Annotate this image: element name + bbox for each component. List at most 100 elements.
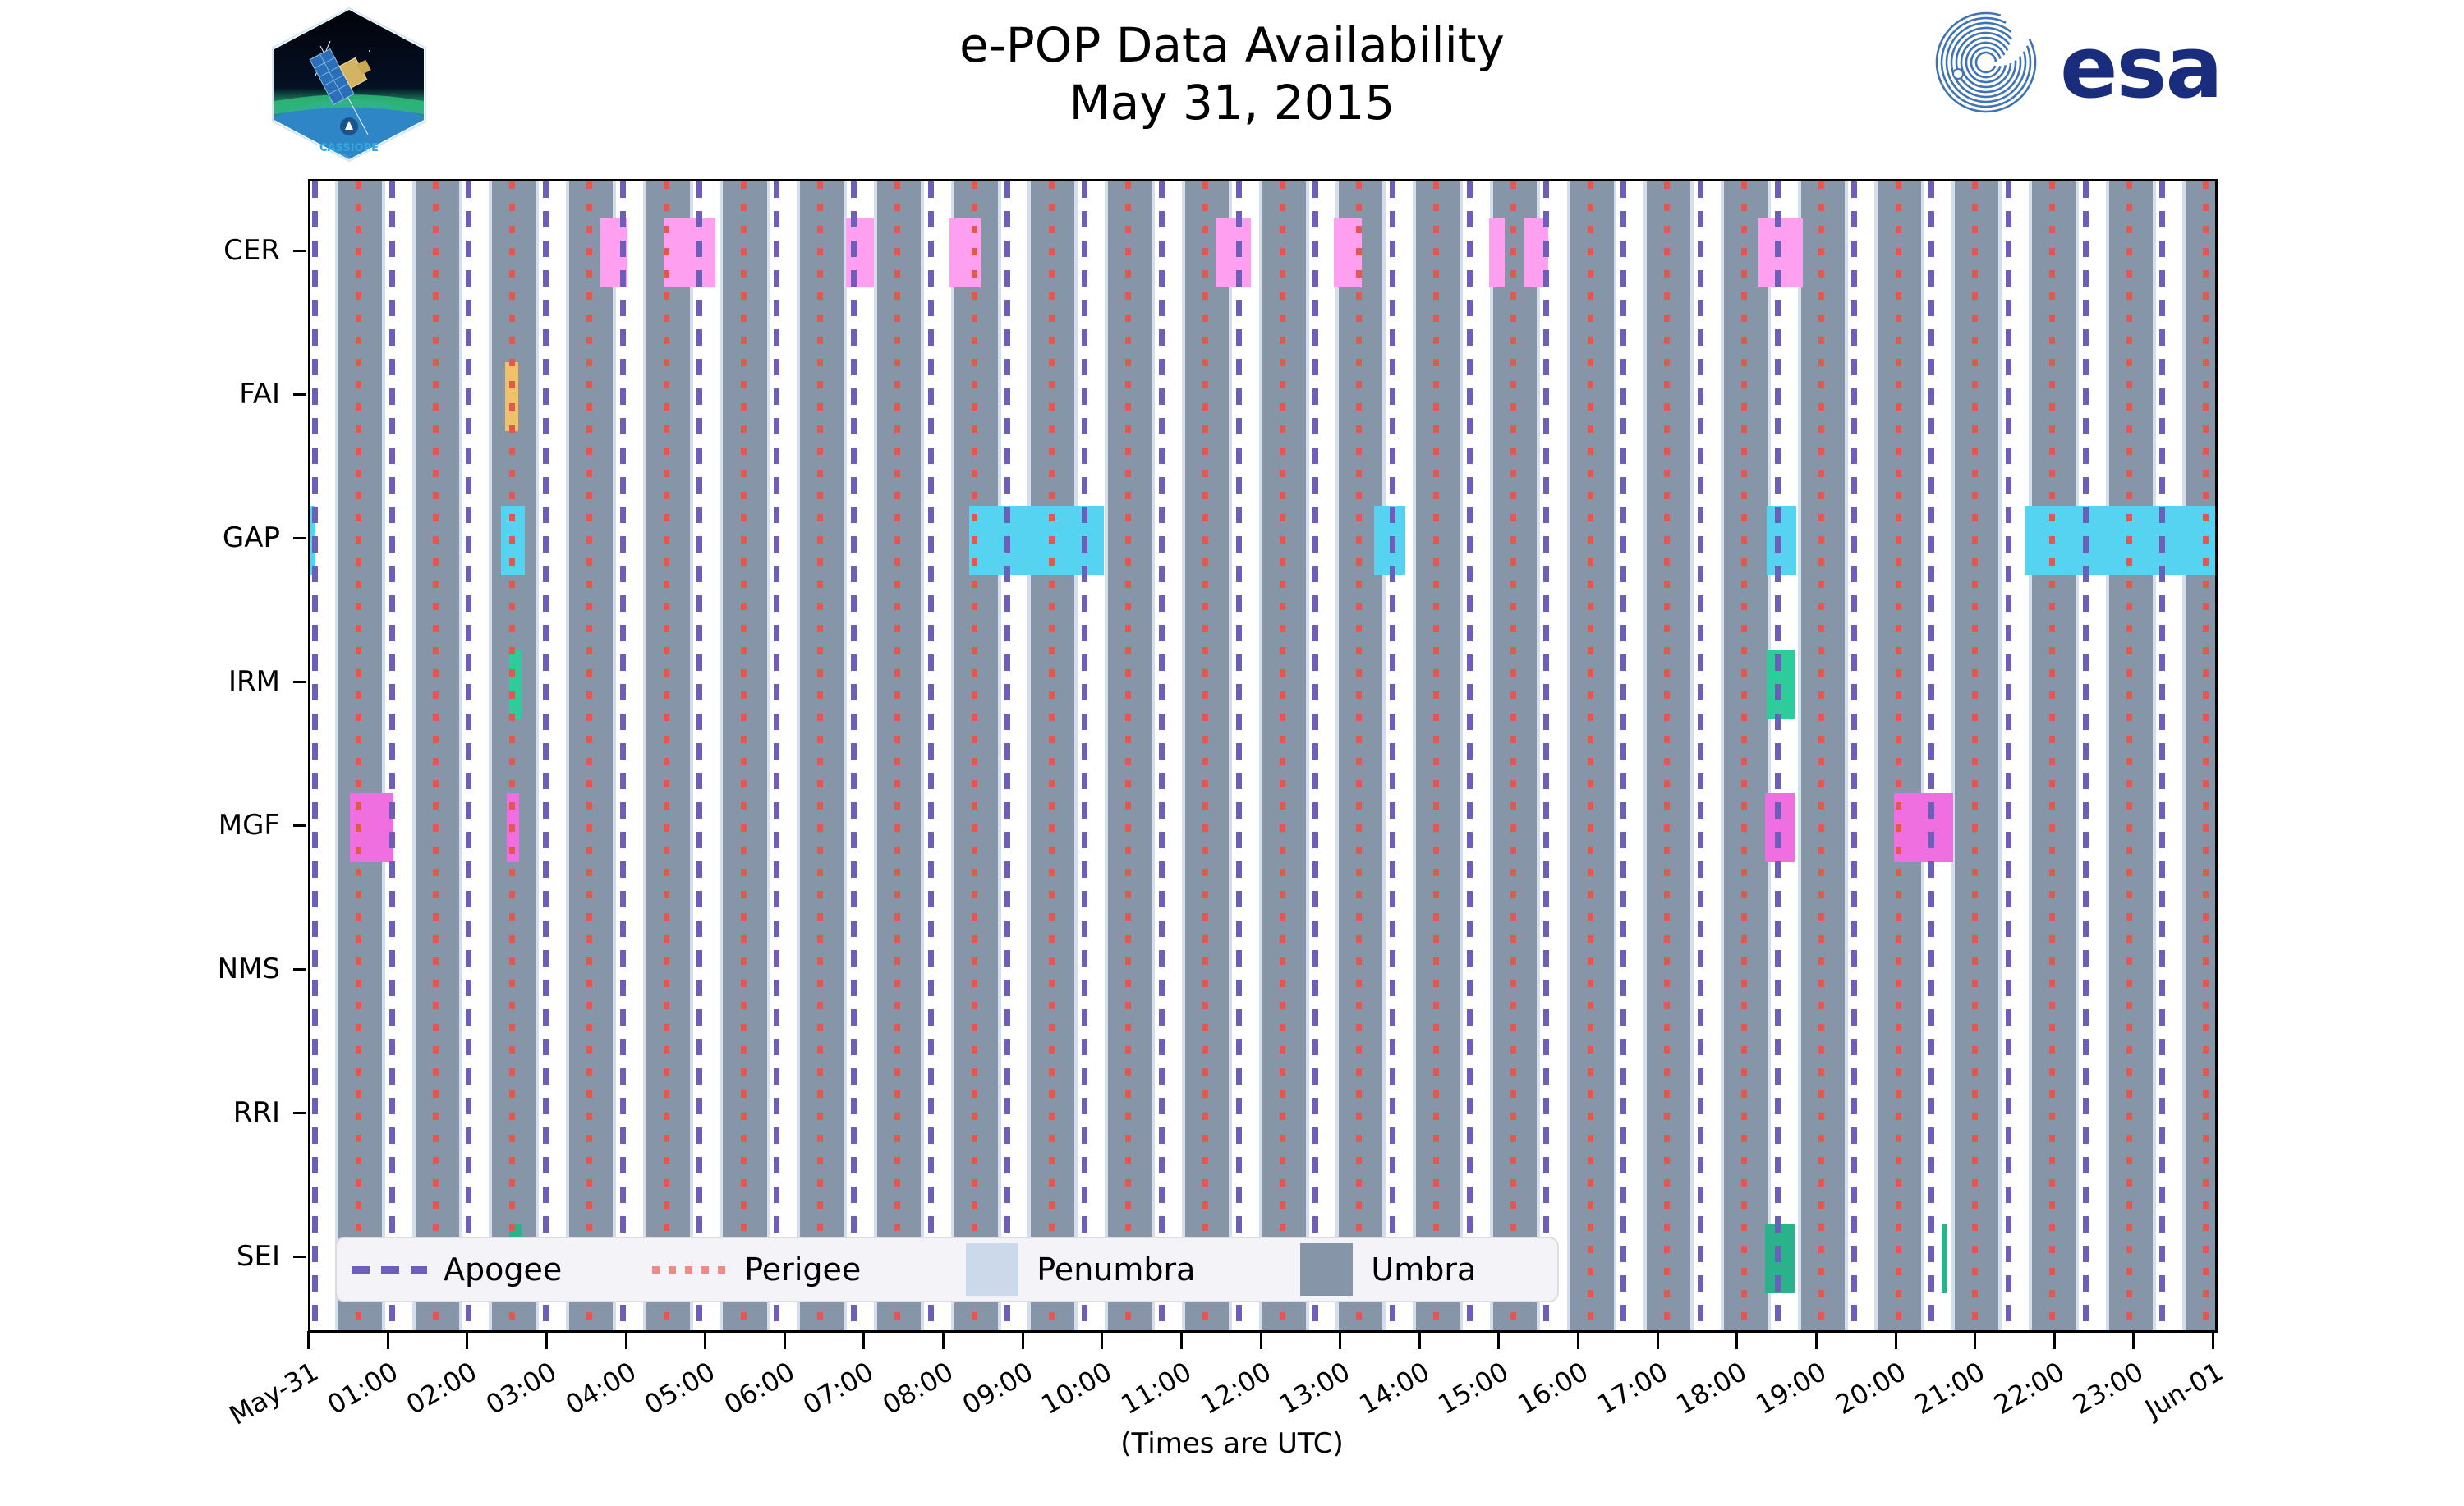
data-bar-gap: [2025, 506, 2215, 576]
penumbra-band: [536, 181, 540, 1330]
penumbra-band: [2028, 181, 2032, 1330]
penumbra-band: [797, 181, 801, 1330]
perigee-line: [355, 181, 361, 1330]
x-tick-mark: [1259, 1331, 1262, 1349]
penumbra-band: [1998, 181, 2002, 1330]
x-tick-mark: [1974, 1331, 1977, 1349]
penumbra-band: [1721, 181, 1724, 1330]
penumbra-band: [1382, 181, 1386, 1330]
penumbra-band: [458, 181, 462, 1330]
apogee-line: [1312, 181, 1319, 1330]
penumbra-band: [1690, 181, 1694, 1330]
perigee-line: [1664, 181, 1671, 1330]
apogee-line: [311, 181, 318, 1330]
x-tick-mark: [1577, 1331, 1579, 1349]
data-bar-gap: [1767, 506, 1796, 576]
perigee-line: [663, 181, 669, 1330]
y-tick-mark: [293, 967, 306, 971]
apogee-line: [1851, 181, 1858, 1330]
perigee-line: [2203, 181, 2209, 1330]
apogee-line: [2005, 181, 2011, 1330]
apogee-line: [1235, 181, 1242, 1330]
apogee-line: [388, 181, 395, 1330]
legend-label-perigee: Perigee: [744, 1251, 862, 1288]
umbra-swatch: [1300, 1243, 1354, 1296]
penumbra-band: [1413, 181, 1416, 1330]
cassiope-logo-text: CASSIOPE: [319, 142, 379, 154]
umbra-band: [2186, 181, 2215, 1330]
y-tick-label-mgf: MGF: [218, 808, 280, 842]
data-bar-cer: [1215, 218, 1251, 288]
penumbra-band: [1258, 181, 1262, 1330]
perigee-line: [1741, 181, 1748, 1330]
perigee-line: [1356, 181, 1363, 1330]
x-tick-mark: [545, 1331, 548, 1349]
apogee-line: [850, 181, 857, 1330]
chart-plot-area: [308, 179, 2218, 1333]
apogee-line: [2159, 181, 2166, 1330]
penumbra-band: [1105, 181, 1109, 1330]
penumbra-band: [1074, 181, 1078, 1330]
x-tick-mark: [1179, 1331, 1183, 1349]
legend-item-apogee[interactable]: Apogee: [352, 1238, 562, 1301]
perigee-line: [432, 181, 439, 1330]
legend-label-apogee: Apogee: [444, 1251, 563, 1288]
apogee-line: [1158, 181, 1165, 1330]
y-tick-label-cer: CER: [223, 234, 280, 268]
penumbra-band: [1613, 181, 1617, 1330]
perigee-line: [817, 181, 824, 1330]
x-tick-mark: [1101, 1331, 1104, 1349]
apogee-line: [1082, 181, 1088, 1330]
x-tick-mark: [1656, 1331, 1659, 1349]
legend-label-penumbra: Penumbra: [1037, 1251, 1196, 1288]
legend-item-umbra[interactable]: Umbra: [1300, 1238, 1476, 1301]
penumbra-band: [766, 181, 770, 1330]
data-bar-cer: [846, 218, 875, 288]
perigee-line: [586, 181, 593, 1330]
perigee-line: [2048, 181, 2055, 1330]
penumbra-band: [844, 181, 848, 1330]
penumbra-band: [689, 181, 693, 1330]
penumbra-band: [1643, 181, 1648, 1330]
y-tick-mark: [293, 250, 306, 253]
perigee-line: [894, 181, 901, 1330]
penumbra-band: [489, 181, 493, 1330]
perigee-line: [1972, 181, 1979, 1330]
perigee-line: [971, 181, 977, 1330]
perigee-line: [1279, 181, 1285, 1330]
apogee-line: [1928, 181, 1935, 1330]
penumbra-band: [642, 181, 646, 1330]
penumbra-band: [2105, 181, 2109, 1330]
x-tick-mark: [862, 1331, 866, 1349]
data-bar-irm: [1767, 650, 1795, 719]
penumbra-band: [1536, 181, 1540, 1330]
penumbra-band: [1951, 181, 1956, 1330]
penumbra-band: [1152, 181, 1156, 1330]
perigee-line: [1048, 181, 1055, 1330]
apogee-line: [1543, 181, 1550, 1330]
penumbra-band: [2152, 181, 2156, 1330]
penumbra-band: [334, 181, 338, 1330]
legend-item-penumbra[interactable]: Penumbra: [966, 1238, 1195, 1301]
x-tick-mark: [2212, 1331, 2214, 1349]
data-bar-sei: [1941, 1224, 1947, 1293]
perigee-line: [1510, 181, 1516, 1330]
y-tick-label-gap: GAP: [222, 521, 280, 555]
penumbra-band: [1921, 181, 1925, 1330]
y-tick-label-irm: IRM: [228, 665, 280, 699]
apogee-line-swatch: [352, 1265, 427, 1274]
title-line-1: e-POP Data Availability: [959, 17, 1505, 73]
apogee-line: [543, 181, 549, 1330]
penumbra-band: [1566, 181, 1570, 1330]
penumbra-band: [1305, 181, 1309, 1330]
x-tick-mark: [1418, 1331, 1421, 1349]
legend-item-perigee[interactable]: Perigee: [652, 1238, 861, 1301]
data-bar-mgf: [1893, 792, 1954, 862]
perigee-line: [1818, 181, 1824, 1330]
esa-agency-logo: esa: [1922, 11, 2292, 118]
x-axis-caption: (Times are UTC): [1120, 1427, 1344, 1460]
y-tick-mark: [293, 393, 306, 397]
penumbra-band: [1228, 181, 1232, 1330]
apogee-line: [1004, 181, 1011, 1330]
page-title: e-POP Data Availability May 31, 2015: [0, 16, 2464, 131]
